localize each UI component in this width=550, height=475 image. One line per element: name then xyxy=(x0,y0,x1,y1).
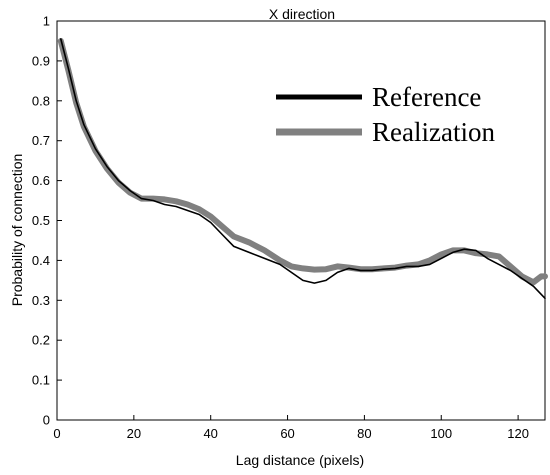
x-tick-label: 20 xyxy=(127,426,141,441)
x-tick-label: 40 xyxy=(203,426,217,441)
legend-label-reference: Reference xyxy=(372,82,481,112)
y-tick-label: 0.4 xyxy=(32,253,50,268)
x-tick-label: 60 xyxy=(280,426,294,441)
series-line-reference xyxy=(59,38,546,300)
y-tick-label: 0.8 xyxy=(32,93,50,108)
y-tick-label: 0.6 xyxy=(32,173,50,188)
x-tick-label: 0 xyxy=(53,426,60,441)
x-axis-title: Lag distance (pixels) xyxy=(236,452,364,468)
y-tick-label: 0.1 xyxy=(32,373,50,388)
y-tick-label: 0.7 xyxy=(32,133,50,148)
y-tick-label: 0.9 xyxy=(32,53,50,68)
series-layer xyxy=(57,38,548,300)
x-tick-label: 100 xyxy=(430,426,452,441)
axes: 0 20 40 60 80 100 120 0 0.1 0.2 0.3 0.4 0.5 0.6 0.7 0.8… xyxy=(32,14,546,441)
y-tick-label: 0.2 xyxy=(32,333,50,348)
series-line-realization xyxy=(57,38,548,286)
y-tick-label: 0.5 xyxy=(32,213,50,228)
y-tick-label: 0 xyxy=(43,413,50,428)
legend-label-realization: Realization xyxy=(372,117,495,147)
plot-frame xyxy=(56,20,546,421)
x-tick-label: 120 xyxy=(507,426,529,441)
legend: Reference Realization xyxy=(276,82,495,147)
y-tick-label: 0.3 xyxy=(32,293,50,308)
y-axis-title: Probability of connection xyxy=(9,154,25,307)
chart-title: X direction xyxy=(269,6,335,22)
x-tick-label: 80 xyxy=(357,426,371,441)
y-tick-label: 1 xyxy=(43,14,50,29)
